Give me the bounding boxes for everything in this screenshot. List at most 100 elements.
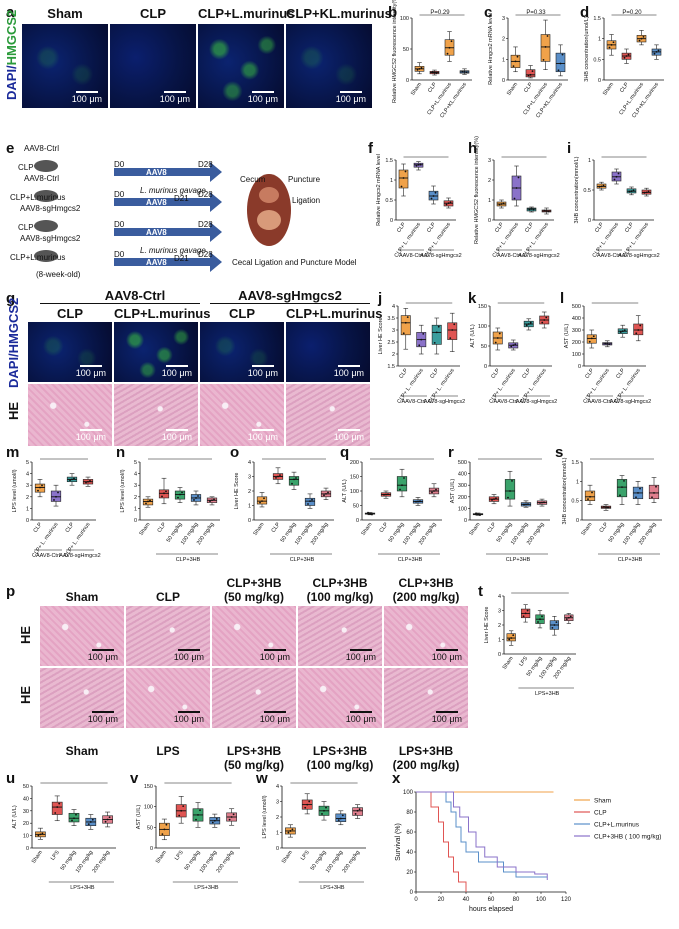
w-data-point — [308, 800, 311, 803]
w-data-point — [339, 817, 342, 820]
e-row4-gavage: L. murinus gavage — [140, 246, 206, 255]
r-y-tick-label: 300 — [458, 483, 467, 489]
j-box — [400, 315, 411, 336]
panel-letter-v: v — [130, 770, 139, 787]
r-y-tick-label: 200 — [458, 495, 467, 501]
w-y-tick-label: 0 — [276, 846, 279, 852]
u-data-point — [39, 833, 42, 836]
f-y-label: Relative Hmgcs2 mRNA level — [376, 154, 382, 226]
b-y-tick-label: 100 — [400, 16, 409, 22]
x-y-tick-label: 100 — [403, 790, 414, 796]
f-data-point — [415, 164, 418, 167]
i-data-point — [617, 172, 620, 175]
o-y-tick-label: 2 — [248, 489, 251, 495]
o-data-point — [309, 500, 311, 503]
p-he-r1-3: 100 μm — [212, 606, 296, 666]
g-he-3: 100 μm — [200, 384, 284, 446]
b-data-point — [450, 40, 453, 43]
s-data-point — [607, 506, 609, 509]
w-data-point — [354, 813, 357, 815]
c-data-point — [557, 69, 560, 72]
d-y-tick-label: 0 — [598, 78, 601, 84]
d-data-point — [623, 56, 626, 59]
t-group-label: LPS+3HB — [535, 691, 560, 697]
o-data-point — [295, 477, 297, 479]
k-y-label: ALT (U/L) — [470, 324, 476, 347]
p-bottom-header-5: LPS+3HB (200 mg/kg) — [392, 744, 460, 772]
k-data-point — [527, 323, 530, 325]
v-data-point — [182, 805, 185, 807]
w-y-tick-label: 4 — [276, 784, 279, 790]
t-x-tick-label: LPS — [518, 655, 529, 667]
m-data-point — [71, 478, 73, 481]
o-data-point — [259, 501, 261, 504]
k-data-point — [514, 343, 517, 346]
b-p-value: P=0.29 — [430, 10, 450, 16]
panel-letter-d: d — [580, 4, 590, 21]
q-data-point — [385, 493, 387, 496]
r-data-point — [523, 503, 525, 506]
q-data-point — [403, 477, 405, 479]
k-data-point — [496, 337, 499, 339]
g-fluor-3: 100 μm — [200, 322, 284, 382]
v-y-tick-label: 100 — [144, 805, 153, 811]
n-data-point — [193, 499, 195, 501]
j-x-tick-label: CLP — [429, 367, 440, 379]
j-data-point — [422, 333, 425, 335]
j-data-point — [406, 316, 409, 318]
panel-letter-w: w — [256, 770, 268, 787]
j-y-tick-label: 2.5 — [387, 340, 395, 346]
u-data-point — [87, 823, 90, 826]
q-x-tick-label: CLP — [379, 521, 390, 533]
c-data-point — [512, 65, 515, 67]
r-y-tick-label: 500 — [458, 460, 467, 466]
m-group-label-sg: AAV8-sgHmgcs2 — [59, 553, 100, 559]
u-x-tick-label: 200 mg/kg — [92, 850, 112, 874]
h-data-point — [500, 203, 503, 205]
j-data-point — [435, 331, 438, 334]
j-y-tick-label: 4 — [392, 304, 395, 310]
g-group-ctrl: AAV8-Ctrl — [104, 288, 166, 303]
n-data-point — [179, 493, 181, 496]
c-data-point — [531, 70, 534, 73]
t-data-point — [522, 615, 525, 618]
x-x-tick-label: 0 — [414, 897, 418, 903]
n-group-label: CLP+3HB — [176, 557, 201, 563]
f-data-point — [400, 185, 403, 188]
x-legend-label-2: CLP+L.murinus — [594, 822, 640, 829]
t-data-point — [551, 626, 554, 629]
o-group-label: CLP+3HB — [290, 557, 315, 563]
w-data-point — [304, 806, 307, 809]
q-y-tick-label: 0 — [356, 518, 359, 524]
e-d28: D28 — [198, 250, 213, 259]
p-he-r1-4: 100 μm — [298, 606, 382, 666]
t-data-point — [510, 637, 513, 639]
n-y-tick-label: 0 — [134, 518, 137, 524]
d-data-point — [612, 41, 615, 44]
q-y-tick-label: 100 — [350, 489, 359, 495]
t-data-point — [565, 618, 568, 621]
g-fluor-2: 100 μm — [114, 322, 198, 382]
i-data-point — [632, 189, 635, 192]
v-data-point — [163, 828, 166, 831]
t-data-point — [508, 638, 511, 641]
b-data-point — [446, 52, 449, 55]
w-data-point — [358, 808, 361, 811]
e-d0: D0 — [114, 250, 125, 259]
i-data-point — [613, 178, 616, 181]
d-p-value: P=0.20 — [622, 10, 642, 16]
m-y-tick-label: 1 — [26, 506, 29, 512]
panel-letter-k: k — [468, 290, 477, 307]
l-data-point — [639, 324, 642, 327]
o-data-point — [263, 497, 265, 500]
c-y-tick-label: 0 — [502, 78, 505, 84]
i-y-tick-label: 0.5 — [583, 188, 591, 194]
a-image-clp-lmurinus: 100 μm — [198, 24, 284, 108]
p-he-r1-2: 100 μm — [126, 606, 210, 666]
o-y-tick-label: 1 — [248, 504, 251, 510]
o-x-tick-label: CLP — [271, 521, 282, 533]
e-d28: D28 — [198, 220, 213, 229]
e-model-puncture: Puncture — [288, 175, 321, 184]
o-data-point — [311, 498, 313, 501]
